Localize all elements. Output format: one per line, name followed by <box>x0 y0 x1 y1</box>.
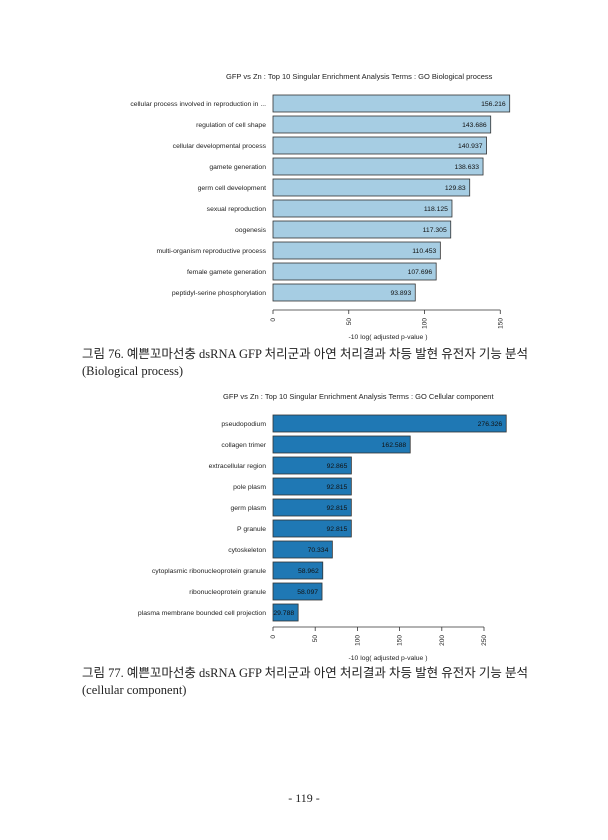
chart2-value-label: 92.865 <box>327 463 348 470</box>
chart2-value-label: 58.962 <box>298 568 319 575</box>
chart2-category-label: germ plasm <box>230 505 266 512</box>
chart2-tick-label: 50 <box>312 635 319 643</box>
chart2-tick-label: 200 <box>439 635 446 646</box>
chart2-category-label: ribonucleoprotein granule <box>189 589 266 596</box>
chart2-category-label: cytoplasmic ribonucleoprotein granule <box>152 568 266 575</box>
chart1-value-label: 118.125 <box>424 206 448 213</box>
chart1-bar <box>272 136 487 155</box>
chart2-bar <box>272 414 507 433</box>
chart1-value-label: 110.453 <box>412 248 436 255</box>
chart2-bar <box>272 540 333 559</box>
page-number: - 119 - <box>288 791 320 805</box>
chart2-value-label: 276.326 <box>478 421 503 428</box>
chart1-category-label: oogenesis <box>235 227 267 234</box>
chart2-title: GFP vs Zn : Top 10 Singular Enrichment A… <box>223 392 494 401</box>
chart1-biological-process: cellular process involved in reproductio… <box>130 94 511 341</box>
chart2-bar <box>272 582 323 601</box>
chart1-value-label: 138.633 <box>454 164 479 171</box>
chart1-bar <box>272 241 441 260</box>
chart2-category-label: extracellular region <box>209 463 267 470</box>
chart1-category-label: sexual reproduction <box>207 206 267 213</box>
chart2-category-label: P granule <box>237 526 266 533</box>
chart2-category-label: plasma membrane bounded cell projection <box>138 610 266 617</box>
chart1-value-label: 107.696 <box>408 269 433 276</box>
chart2-category-label: pseudopodium <box>221 421 266 428</box>
chart2-category-label: cytoskeleton <box>228 547 266 554</box>
chart2-bar <box>272 435 411 454</box>
chart1-value-label: 117.305 <box>423 227 447 234</box>
chart1-bar <box>272 94 511 113</box>
chart1-x-axis-label: -10 log( adjusted p-value ) <box>349 334 428 341</box>
chart2-tick-label: 0 <box>270 635 277 639</box>
chart2-value-label: 29.788 <box>273 610 294 617</box>
chart1-bar <box>272 178 471 197</box>
chart2-bar <box>272 456 352 475</box>
chart1-value-label: 93.893 <box>390 290 411 297</box>
chart1-category-label: female gamete generation <box>187 269 266 276</box>
chart1-category-label: cellular process involved in reproductio… <box>130 101 266 108</box>
chart1-bar <box>272 199 453 218</box>
chart2-value-label: 58.097 <box>297 589 318 596</box>
chart1-value-label: 129.83 <box>445 185 466 192</box>
chart2-tick-label: 250 <box>481 635 488 646</box>
chart1-tick-label: 100 <box>422 318 429 329</box>
chart2-bar <box>272 519 352 538</box>
chart1-category-label: cellular developmental process <box>173 143 267 150</box>
chart2-value-label: 162.588 <box>382 442 407 449</box>
figure-77-caption: 그림 77. 예쁜꼬마선충 dsRNA GFP 처리군과 아연 처리결과 차등 … <box>82 666 528 697</box>
chart2-value-label: 70.334 <box>308 547 329 554</box>
chart1-category-label: regulation of cell shape <box>196 122 266 129</box>
chart2-bar <box>272 561 324 580</box>
chart1-bar <box>272 157 484 176</box>
chart1-bar <box>272 115 492 134</box>
chart1-bar <box>272 283 416 302</box>
chart1-tick-label: 50 <box>346 318 353 326</box>
chart2-cellular-component: pseudopodium 276.326 collagen trimer 162.58… <box>138 414 507 662</box>
chart1-value-label: 156.216 <box>481 101 506 108</box>
chart1-value-label: 143.686 <box>462 122 487 129</box>
chart1-bar <box>272 220 452 239</box>
chart2-category-label: pole plasm <box>233 484 266 491</box>
chart1-tick-label: 150 <box>497 318 504 329</box>
chart1-bar <box>272 262 437 281</box>
chart1-tick-label: 0 <box>270 318 277 322</box>
chart2-x-axis-label: -10 log( adjusted p-value ) <box>349 655 428 662</box>
figure-76-caption: 그림 76. 예쁜꼬마선충 dsRNA GFP 처리군과 아연 처리결과 차등 … <box>82 347 528 378</box>
chart2-value-label: 92.815 <box>327 484 348 491</box>
chart2-tick-label: 100 <box>354 635 361 646</box>
chart2-bar <box>272 498 352 517</box>
chart1-category-label: peptidyl-serine phosphorylation <box>172 290 266 297</box>
chart2-value-label: 92.815 <box>327 505 348 512</box>
chart2-category-label: collagen trimer <box>221 442 266 449</box>
chart2-value-label: 92.815 <box>327 526 348 533</box>
chart2-bar <box>272 477 352 496</box>
chart2-bar <box>272 603 299 622</box>
chart1-category-label: germ cell development <box>198 185 266 192</box>
chart1-category-label: multi-organism reproductive process <box>156 248 266 255</box>
chart1-category-label: gamete generation <box>209 164 266 171</box>
chart2-tick-label: 150 <box>397 635 404 646</box>
chart1-title: GFP vs Zn : Top 10 Singular Enrichment A… <box>226 72 493 81</box>
chart1-value-label: 140.937 <box>458 143 483 150</box>
